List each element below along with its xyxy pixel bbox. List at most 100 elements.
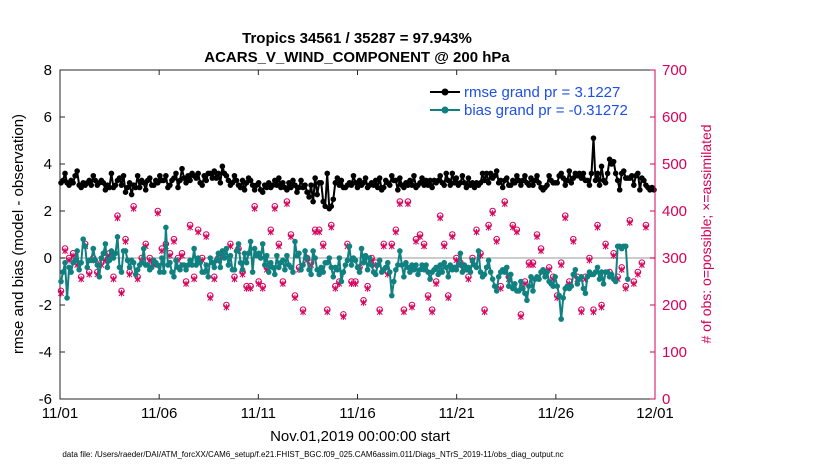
rmse-point bbox=[231, 172, 238, 179]
x-tick-label: 12/01 bbox=[636, 405, 674, 422]
rmse-point bbox=[298, 177, 304, 184]
rmse-point bbox=[516, 177, 522, 184]
bias-point bbox=[522, 290, 528, 297]
rmse-point bbox=[566, 168, 573, 174]
bias-point bbox=[211, 264, 218, 271]
bias-point bbox=[259, 241, 266, 247]
legend-rmse-label: rmse grand pr = 3.1227 bbox=[464, 84, 620, 101]
obs-assimilated-point bbox=[634, 271, 641, 278]
x-tick-label: 11/06 bbox=[141, 405, 177, 422]
bias-point bbox=[185, 262, 191, 268]
bias-point bbox=[574, 281, 581, 287]
rmse-point bbox=[302, 182, 308, 188]
rmse-point bbox=[249, 182, 256, 188]
y-tick-label: 4 bbox=[44, 156, 52, 173]
bias-point bbox=[550, 283, 556, 290]
chart-subtitle: ACARS_V_WIND_COMPONENT @ 200 hPa bbox=[204, 49, 510, 66]
chart-title: Tropics 34561 / 35287 = 97.943% bbox=[242, 30, 472, 47]
bias-point bbox=[261, 262, 268, 268]
rmse-point bbox=[631, 182, 637, 188]
rmse-point bbox=[318, 180, 324, 186]
rmse-point bbox=[247, 177, 254, 184]
obs-assimilated-point bbox=[126, 271, 133, 278]
rmse-point bbox=[195, 170, 201, 177]
y2-tick-label: 300 bbox=[662, 250, 687, 267]
rmse-point bbox=[483, 170, 490, 177]
y2-tick-label: 400 bbox=[662, 203, 687, 220]
bias-point bbox=[372, 271, 379, 278]
rmse-point bbox=[362, 175, 369, 181]
bias-point bbox=[245, 250, 252, 257]
bias-point bbox=[427, 276, 433, 282]
rmse-point bbox=[213, 175, 220, 181]
obs-assimilated-point bbox=[622, 285, 629, 292]
obs-assimilated-point bbox=[58, 290, 64, 297]
obs-assimilated-point bbox=[271, 205, 278, 212]
y2-tick-label: 100 bbox=[662, 344, 687, 361]
obs-assimilated-point bbox=[171, 238, 177, 245]
bias-point bbox=[269, 264, 276, 271]
x-tick-label: 11/16 bbox=[339, 405, 375, 422]
y2-tick-label: 0 bbox=[662, 391, 670, 408]
obs-assimilated-point bbox=[441, 243, 448, 250]
bias-point bbox=[518, 278, 524, 285]
obs-assimilated-point bbox=[340, 313, 347, 320]
bias-point bbox=[159, 255, 165, 261]
bias-point bbox=[265, 269, 272, 275]
obs-assimilated-point bbox=[86, 271, 93, 278]
bias-point bbox=[68, 269, 74, 275]
rmse-point bbox=[106, 184, 113, 191]
rmse-point bbox=[461, 180, 468, 186]
y-tick-label: -4 bbox=[39, 344, 52, 361]
obs-assimilated-point bbox=[481, 308, 488, 316]
rmse-point bbox=[405, 182, 411, 188]
x-tick-label: 11/11 bbox=[241, 405, 276, 422]
obs-assimilated-point bbox=[191, 275, 198, 283]
bias-point bbox=[155, 262, 161, 268]
bias-point bbox=[114, 234, 121, 240]
bias-point bbox=[98, 255, 105, 261]
obs-assimilated-point bbox=[324, 308, 331, 316]
bias-point bbox=[300, 262, 306, 268]
rmse-point bbox=[614, 177, 621, 184]
rmse-point bbox=[635, 170, 641, 177]
obs-assimilated-point bbox=[259, 285, 266, 292]
bias-point bbox=[598, 269, 605, 275]
bias-point bbox=[487, 269, 494, 275]
rmse-point bbox=[175, 184, 181, 191]
bias-point bbox=[292, 238, 298, 245]
obs-assimilated-point bbox=[376, 308, 383, 316]
bias-point bbox=[397, 248, 403, 254]
rmse-point bbox=[290, 177, 296, 184]
bias-point bbox=[82, 243, 89, 250]
bias-point bbox=[388, 292, 395, 299]
bias-point bbox=[368, 262, 375, 268]
bias-point bbox=[247, 238, 254, 245]
obs-assimilated-point bbox=[183, 280, 190, 288]
bias-point bbox=[72, 257, 78, 264]
rmse-point bbox=[388, 172, 395, 179]
bias-point bbox=[267, 259, 274, 266]
bias-point bbox=[304, 255, 310, 261]
bias-point bbox=[189, 262, 195, 268]
bias-point bbox=[342, 262, 349, 268]
rmse-point bbox=[380, 184, 387, 191]
bias-point bbox=[568, 283, 575, 290]
obs-assimilated-point bbox=[62, 247, 68, 255]
rmse-point bbox=[142, 187, 149, 193]
bias-point bbox=[233, 248, 240, 254]
obs-assimilated-point bbox=[530, 261, 536, 269]
rmse-point bbox=[554, 180, 560, 186]
rmse-point bbox=[276, 175, 282, 181]
bias-point bbox=[118, 269, 125, 275]
bias-point bbox=[469, 257, 476, 264]
y2-tick-label: 600 bbox=[662, 109, 687, 126]
bias-point bbox=[417, 266, 423, 273]
bias-point bbox=[352, 257, 359, 264]
bias-point bbox=[501, 269, 508, 275]
bias-point bbox=[100, 250, 107, 257]
obs-assimilated-point bbox=[602, 243, 609, 250]
bias-point bbox=[503, 264, 510, 271]
bias-point bbox=[600, 281, 607, 287]
